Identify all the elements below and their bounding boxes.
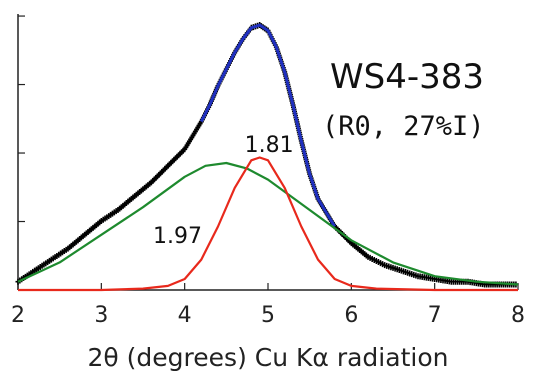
x-axis-label: 2θ (degrees) Cu Kα radiation (88, 343, 449, 372)
plot-area: 1.81 1.97 (15, 22, 519, 292)
fit-curve (199, 23, 336, 228)
component-curve-2 (17, 161, 519, 286)
x-tick-label: 4 (178, 303, 192, 328)
component-curve-3 (18, 156, 518, 292)
x-tick-label: 2 (11, 303, 25, 328)
peak-annotation: 1.81 (245, 133, 294, 158)
x-tick-label: 8 (511, 303, 525, 328)
x-tick-label: 7 (428, 303, 442, 328)
x-tick-label: 3 (94, 303, 108, 328)
x-tick-label: 6 (344, 303, 358, 328)
chart-subtitle: (R0, 27%I) (322, 111, 485, 142)
peak-annotation: 1.97 (153, 224, 202, 249)
x-tick-label: 5 (261, 303, 275, 328)
chart-title: WS4-383 (330, 57, 484, 97)
